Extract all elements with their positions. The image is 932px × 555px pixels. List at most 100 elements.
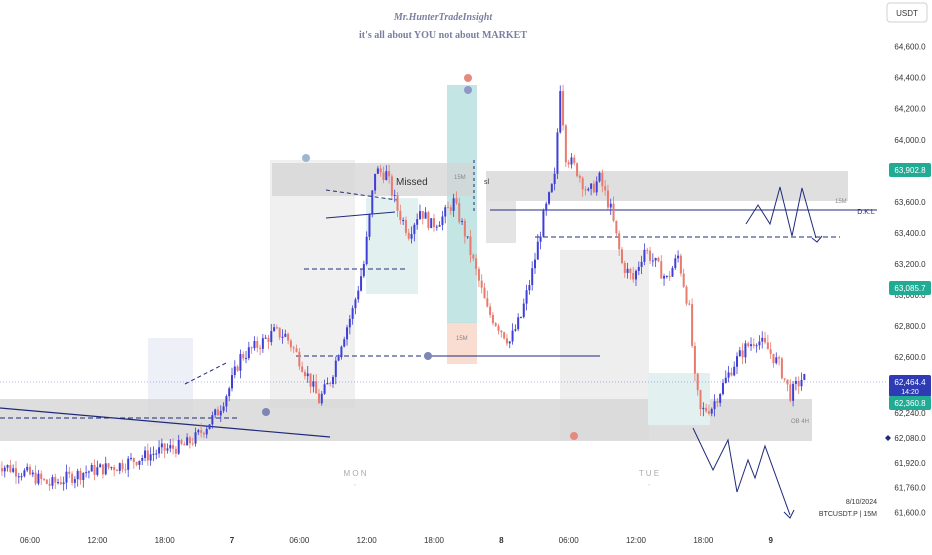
candle-body bbox=[722, 383, 724, 394]
y-tick-label: 61,760.0 bbox=[894, 484, 926, 493]
candle-body bbox=[161, 444, 163, 448]
y-tick-label: 63,400.0 bbox=[894, 229, 926, 238]
ob-4h-label: OB 4H bbox=[791, 419, 809, 425]
candle-body bbox=[422, 211, 424, 219]
x-tick-label: 12:00 bbox=[357, 536, 378, 545]
price-tag-upper: 63,902.8 bbox=[889, 163, 931, 177]
candle-body bbox=[542, 211, 544, 237]
candle-body bbox=[660, 261, 662, 278]
candle-body bbox=[531, 268, 533, 285]
zone-layer bbox=[0, 85, 848, 441]
projection-zigzag-lower bbox=[693, 428, 790, 515]
candle-body bbox=[51, 477, 53, 486]
zone-day7 bbox=[300, 160, 355, 408]
candle-body bbox=[596, 181, 598, 192]
candle-body bbox=[624, 263, 626, 273]
candle-body bbox=[680, 256, 682, 274]
candle-body bbox=[570, 157, 572, 164]
candle-body bbox=[635, 271, 637, 280]
candle-body bbox=[259, 348, 261, 349]
x-tick-label: 06:00 bbox=[559, 536, 580, 545]
candle-body bbox=[573, 157, 575, 163]
candle-body bbox=[357, 291, 359, 300]
day-mon-dash: - bbox=[354, 480, 357, 489]
candle-body bbox=[220, 411, 222, 415]
candle-body bbox=[411, 234, 413, 239]
candle-body bbox=[733, 367, 735, 376]
tf-15m-label-b: 15M bbox=[454, 175, 466, 181]
price-tag-current: 62,464.4 14:20 bbox=[889, 375, 931, 397]
price-tag-mid: 63,085.7 bbox=[889, 281, 931, 295]
candle-body bbox=[57, 482, 59, 483]
candle-body bbox=[211, 415, 213, 424]
candle-body bbox=[245, 358, 247, 359]
candle-body bbox=[9, 465, 11, 472]
candle-body bbox=[231, 375, 233, 388]
candle-body bbox=[164, 444, 166, 451]
dkl-label: D.K.L bbox=[857, 209, 875, 216]
candle-body bbox=[368, 214, 370, 237]
candle-body bbox=[528, 285, 530, 290]
candle-body bbox=[214, 409, 216, 415]
dot-day7-high bbox=[302, 154, 310, 162]
candle-body bbox=[419, 211, 421, 219]
currency-button-label[interactable]: USDT bbox=[896, 9, 918, 18]
candle-body bbox=[467, 236, 469, 237]
candle-body bbox=[304, 372, 306, 376]
candle-body bbox=[784, 378, 786, 379]
day-tue-label: T U E bbox=[639, 469, 659, 478]
candle-body bbox=[324, 384, 326, 393]
candle-body bbox=[21, 476, 23, 477]
candle-body bbox=[158, 447, 160, 453]
candle-body bbox=[534, 260, 536, 269]
candle-body bbox=[582, 178, 584, 189]
x-tick-label: 18:00 bbox=[693, 536, 714, 545]
y-tick-label: 62,800.0 bbox=[894, 322, 926, 331]
candle-body bbox=[657, 258, 659, 261]
candle-body bbox=[32, 473, 34, 475]
candle-body bbox=[562, 91, 564, 125]
candle-body bbox=[677, 256, 679, 259]
candle-body bbox=[607, 190, 609, 207]
candle-body bbox=[747, 343, 749, 346]
candle-body bbox=[758, 342, 760, 346]
candle-body bbox=[450, 207, 452, 211]
currency-button[interactable]: USDT bbox=[887, 3, 927, 22]
candle-body bbox=[326, 383, 328, 384]
candle-body bbox=[792, 384, 794, 401]
candle-body bbox=[234, 366, 236, 375]
price-tag-mid-text: 63,085.7 bbox=[894, 284, 926, 293]
candle-body bbox=[730, 372, 732, 375]
candle-body bbox=[433, 218, 435, 227]
candle-body bbox=[399, 211, 401, 220]
candle-body bbox=[405, 220, 407, 233]
candle-body bbox=[169, 445, 171, 448]
drawing-layer bbox=[0, 160, 877, 437]
candle-body bbox=[669, 276, 671, 277]
candle-body bbox=[455, 198, 457, 203]
candle-body bbox=[130, 458, 132, 459]
candle-body bbox=[1, 468, 3, 471]
tagline-label: it's all about YOU not about MARKET bbox=[359, 30, 527, 41]
candle-body bbox=[568, 162, 570, 164]
candle-body bbox=[127, 459, 129, 470]
x-tick-label: 06:00 bbox=[20, 536, 41, 545]
candle-body bbox=[15, 468, 17, 476]
candle-body bbox=[279, 328, 281, 338]
candle-body bbox=[377, 168, 379, 173]
candle-body bbox=[349, 319, 351, 327]
candle-body bbox=[138, 461, 140, 465]
candle-body bbox=[408, 233, 410, 239]
candle-body bbox=[593, 184, 595, 193]
candle-body bbox=[12, 468, 14, 472]
candle-body bbox=[686, 287, 688, 304]
tf-15m-label-c: 15M bbox=[456, 336, 468, 342]
candle-body bbox=[775, 357, 777, 363]
candle-body bbox=[329, 383, 331, 384]
candle-body bbox=[144, 451, 146, 458]
price-tag-lower-text: 62,360.8 bbox=[894, 399, 926, 408]
candle-body bbox=[742, 350, 744, 357]
x-tick-label: 06:00 bbox=[289, 536, 310, 545]
candle-body bbox=[663, 276, 665, 278]
